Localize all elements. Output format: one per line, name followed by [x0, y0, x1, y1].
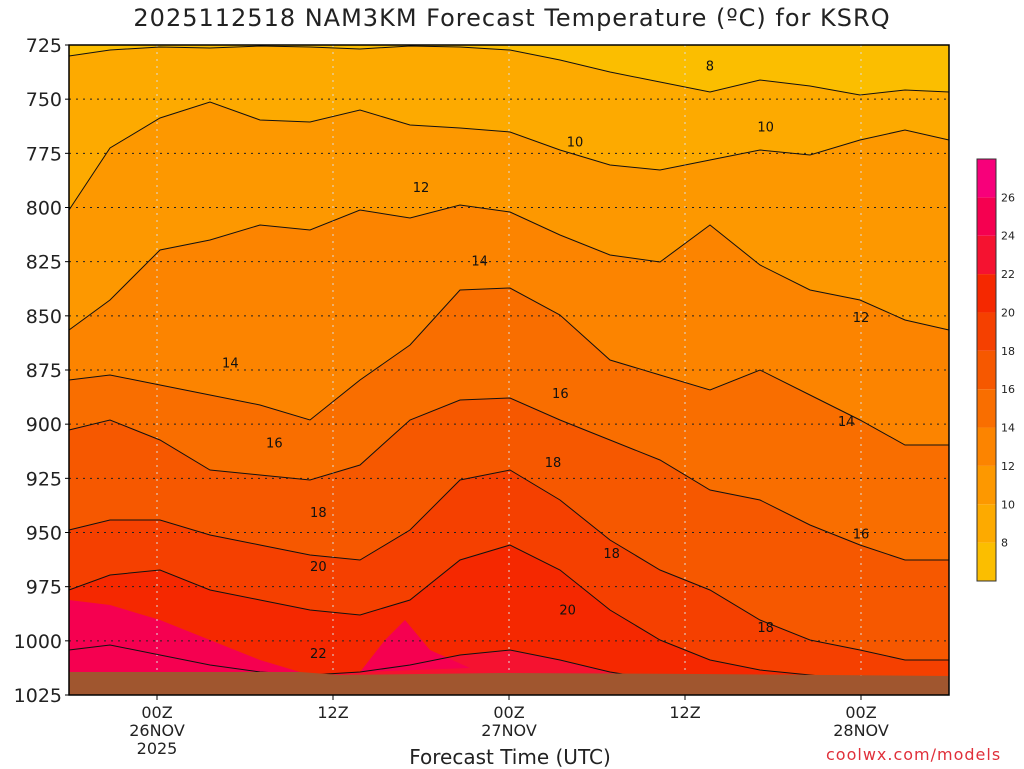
colorbar-swatch — [977, 197, 996, 236]
y-tick-label: 925 — [26, 468, 62, 490]
contour-label: 8 — [706, 60, 714, 75]
contour-line-10 — [68, 101, 950, 211]
colorbar-label: 8 — [1001, 537, 1008, 550]
y-tick-label: 900 — [26, 414, 62, 436]
y-tick-label: 975 — [26, 577, 62, 599]
colorbar-swatch — [977, 504, 996, 543]
x-axis-title: Forecast Time (UTC) — [409, 745, 611, 769]
contour-label: 18 — [757, 621, 774, 636]
x-tick-label: 26NOV — [129, 721, 185, 740]
x-tick-label: 28NOV — [833, 721, 889, 740]
contour-label: 12 — [413, 181, 430, 196]
contour-label: 20 — [310, 560, 327, 575]
colorbar-label: 12 — [1001, 460, 1015, 473]
contour-label: 18 — [545, 456, 562, 471]
x-tick-label: 00Z — [845, 703, 876, 722]
contour-label: 12 — [853, 311, 870, 326]
x-tick-label: 2025 — [137, 739, 178, 758]
y-tick-label: 1000 — [14, 631, 62, 653]
contour-label: 10 — [757, 120, 774, 135]
contour-label: 14 — [471, 255, 488, 270]
x-tick-label: 00Z — [141, 703, 172, 722]
contour-line-18 — [68, 469, 949, 661]
contour-line-8 — [68, 45, 950, 96]
y-tick-label: 850 — [26, 306, 62, 328]
y-tick-label: 750 — [26, 89, 62, 111]
y-tick-label: 725 — [26, 35, 62, 57]
temperature-band-above-24 — [69, 600, 300, 672]
y-tick-label: 825 — [26, 252, 62, 274]
colorbar-swatch — [977, 465, 996, 505]
contour-label: 14 — [838, 415, 855, 430]
contour-label: 14 — [222, 357, 239, 372]
contour-label: 16 — [266, 437, 283, 452]
y-tick-label: 875 — [26, 360, 62, 382]
colorbar-swatch — [977, 274, 996, 313]
colorbar-label: 14 — [1001, 422, 1015, 435]
contour-line-14 — [68, 287, 949, 446]
contour-label: 18 — [310, 506, 327, 521]
colorbar-swatch — [977, 389, 996, 428]
colorbar-label: 10 — [1001, 498, 1015, 511]
colorbar-swatch — [977, 427, 996, 466]
credit-text: coolwx.com/models — [826, 745, 1002, 764]
contour-label: 16 — [552, 387, 569, 402]
colorbar-swatch — [977, 542, 996, 581]
colorbar-label: 26 — [1001, 191, 1015, 204]
y-tick-label: 775 — [26, 143, 62, 165]
y-tick-label: 1025 — [14, 685, 62, 707]
contour-line-12 — [68, 204, 950, 331]
contour-label: 20 — [559, 604, 576, 619]
contour-label: 18 — [603, 547, 620, 562]
contour-label: 22 — [310, 647, 327, 662]
colorbar-swatch — [977, 350, 996, 390]
x-tick-label: 27NOV — [481, 721, 537, 740]
y-tick-label: 800 — [26, 198, 62, 220]
colorbar-label: 22 — [1001, 268, 1015, 281]
colorbar-label: 16 — [1001, 383, 1015, 396]
ground-surface — [69, 672, 949, 695]
x-tick-label: 12Z — [669, 703, 700, 722]
contour-label: 16 — [853, 528, 870, 543]
contour-line-16 — [68, 397, 949, 561]
colorbar-swatch — [977, 159, 996, 198]
colorbar-frame — [976, 158, 997, 582]
x-tick-label: 12Z — [317, 703, 348, 722]
colorbar-label: 20 — [1001, 306, 1015, 319]
colorbar-swatch — [977, 235, 996, 275]
colorbar-label: 24 — [1001, 230, 1015, 243]
y-tick-label: 950 — [26, 523, 62, 545]
x-tick-label: 00Z — [493, 703, 524, 722]
chart-title: 2025112518 NAM3KM Forecast Temperature (… — [133, 4, 891, 32]
colorbar-swatch — [977, 312, 996, 351]
contour-label: 10 — [567, 136, 584, 151]
colorbar-label: 18 — [1001, 345, 1015, 358]
